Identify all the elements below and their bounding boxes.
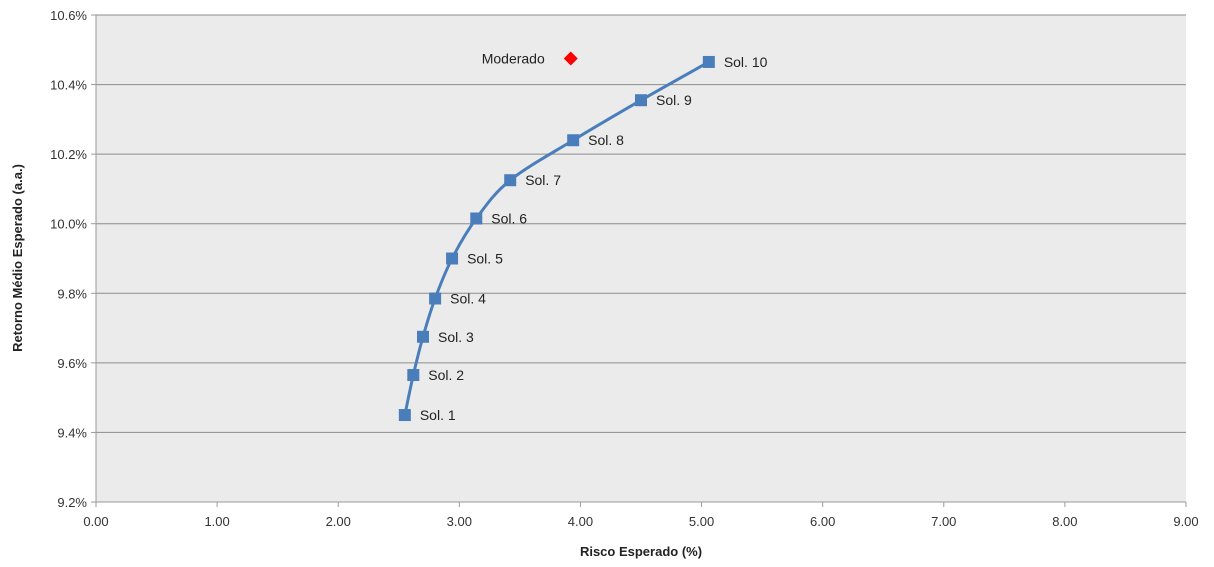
data-series [398,51,715,422]
x-tick-label: 9.00 [1173,514,1198,529]
data-label: Sol. 3 [438,329,474,345]
efficient-frontier-line [403,60,710,416]
data-point-square [446,252,459,265]
x-tick-label: 8.00 [1052,514,1077,529]
data-label: Sol. 5 [467,251,503,267]
x-tick-label: 5.00 [689,514,714,529]
x-tick-label: 7.00 [931,514,956,529]
data-point-square [429,292,442,305]
x-tick-label: 0.00 [83,514,108,529]
x-tick-label: 4.00 [568,514,593,529]
x-tick-label: 3.00 [447,514,472,529]
data-label: Sol. 10 [724,54,768,70]
y-tick-label: 9.8% [57,286,87,301]
data-point-diamond [563,51,578,66]
x-axis-title: Risco Esperado (%) [580,544,702,559]
y-tick-label: 10.6% [50,8,87,23]
data-point-square [504,174,517,187]
data-label: Sol. 9 [656,92,692,108]
x-tick-label: 6.00 [810,514,835,529]
y-tick-label: 9.4% [57,425,87,440]
plot-area [96,15,1186,502]
data-point-square [470,212,483,225]
data-label: Moderado [482,50,545,66]
data-label: Sol. 4 [450,291,486,307]
axis-ticks: 9.2% 9.4% 9.6% 9.8% 10.0% 10.2% 10.4% 10.6% 0.00… [50,8,1199,529]
data-point-square [398,409,411,422]
y-axis-title: Retorno Médio Esperado (a.a.) [10,164,25,352]
point-labels: Sol. 1 Sol. 2 Sol. 3 Sol. 4 Sol. 5 Sol. 6 Sol.… [420,50,768,423]
data-point-square [567,134,580,147]
y-tick-label: 10.0% [50,217,87,232]
data-point-square [702,55,715,68]
data-point-square [635,94,647,107]
y-tick-label: 9.6% [57,356,87,371]
data-label: Sol. 7 [525,172,561,188]
data-point-square [417,330,429,343]
y-tick-label: 10.2% [50,147,87,162]
data-label: Sol. 1 [420,407,456,423]
grid-lines [96,14,1186,433]
x-tick-label: 1.00 [204,514,229,529]
data-label: Sol. 6 [491,210,527,226]
x-tick-label: 2.00 [326,514,351,529]
data-point-square [407,369,420,382]
data-label: Sol. 8 [588,132,624,148]
data-label: Sol. 2 [428,367,464,383]
y-tick-label: 10.4% [50,78,87,93]
y-tick-label: 9.2% [57,495,87,510]
